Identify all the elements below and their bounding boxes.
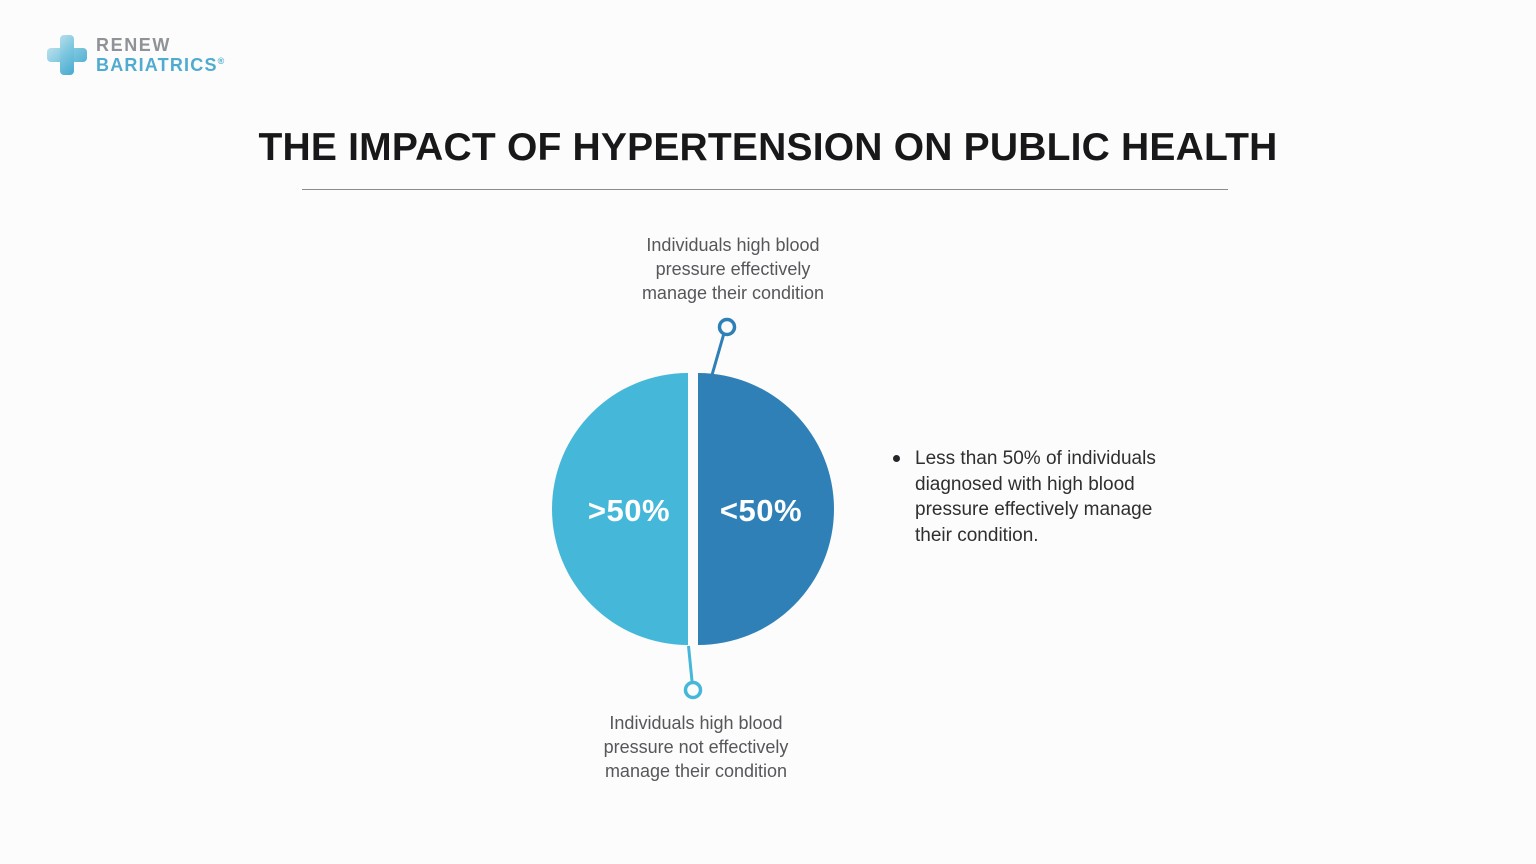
callout-bottom-marker-icon <box>683 680 703 700</box>
pie-label-right: <50% <box>720 493 802 528</box>
medical-cross-icon <box>47 35 87 75</box>
pie-chart: >50% <50% <box>552 317 834 700</box>
logo-word-renew: RENEW <box>96 35 171 56</box>
pie-label-left: >50% <box>588 493 670 528</box>
callout-top-label: Individuals high blood pressure effectiv… <box>641 235 825 303</box>
pie-slice-not-managed <box>552 373 688 645</box>
logo-word-bariatrics: BARIATRICS® <box>96 54 226 75</box>
callout-bottom-label: Individuals high blood pressure not effe… <box>603 713 789 781</box>
page-title: THE IMPACT OF HYPERTENSION ON PUBLIC HEA… <box>258 126 1278 169</box>
key-point-text: Less than 50% of individuals diagnosed w… <box>915 448 1156 546</box>
bullet-dot-icon <box>893 455 900 462</box>
callout-top-line <box>710 334 725 376</box>
logo: RENEW BARIATRICS® <box>45 33 226 77</box>
logo-wordmark: RENEW BARIATRICS® <box>96 35 226 75</box>
pie-slice-managed <box>698 373 834 645</box>
key-point-item: Less than 50% of individuals diagnosed w… <box>893 446 1156 548</box>
callout-bottom-line <box>687 645 694 682</box>
callout-top-marker-icon <box>717 317 737 337</box>
title-divider <box>302 189 1228 190</box>
registered-mark: ® <box>217 55 226 66</box>
